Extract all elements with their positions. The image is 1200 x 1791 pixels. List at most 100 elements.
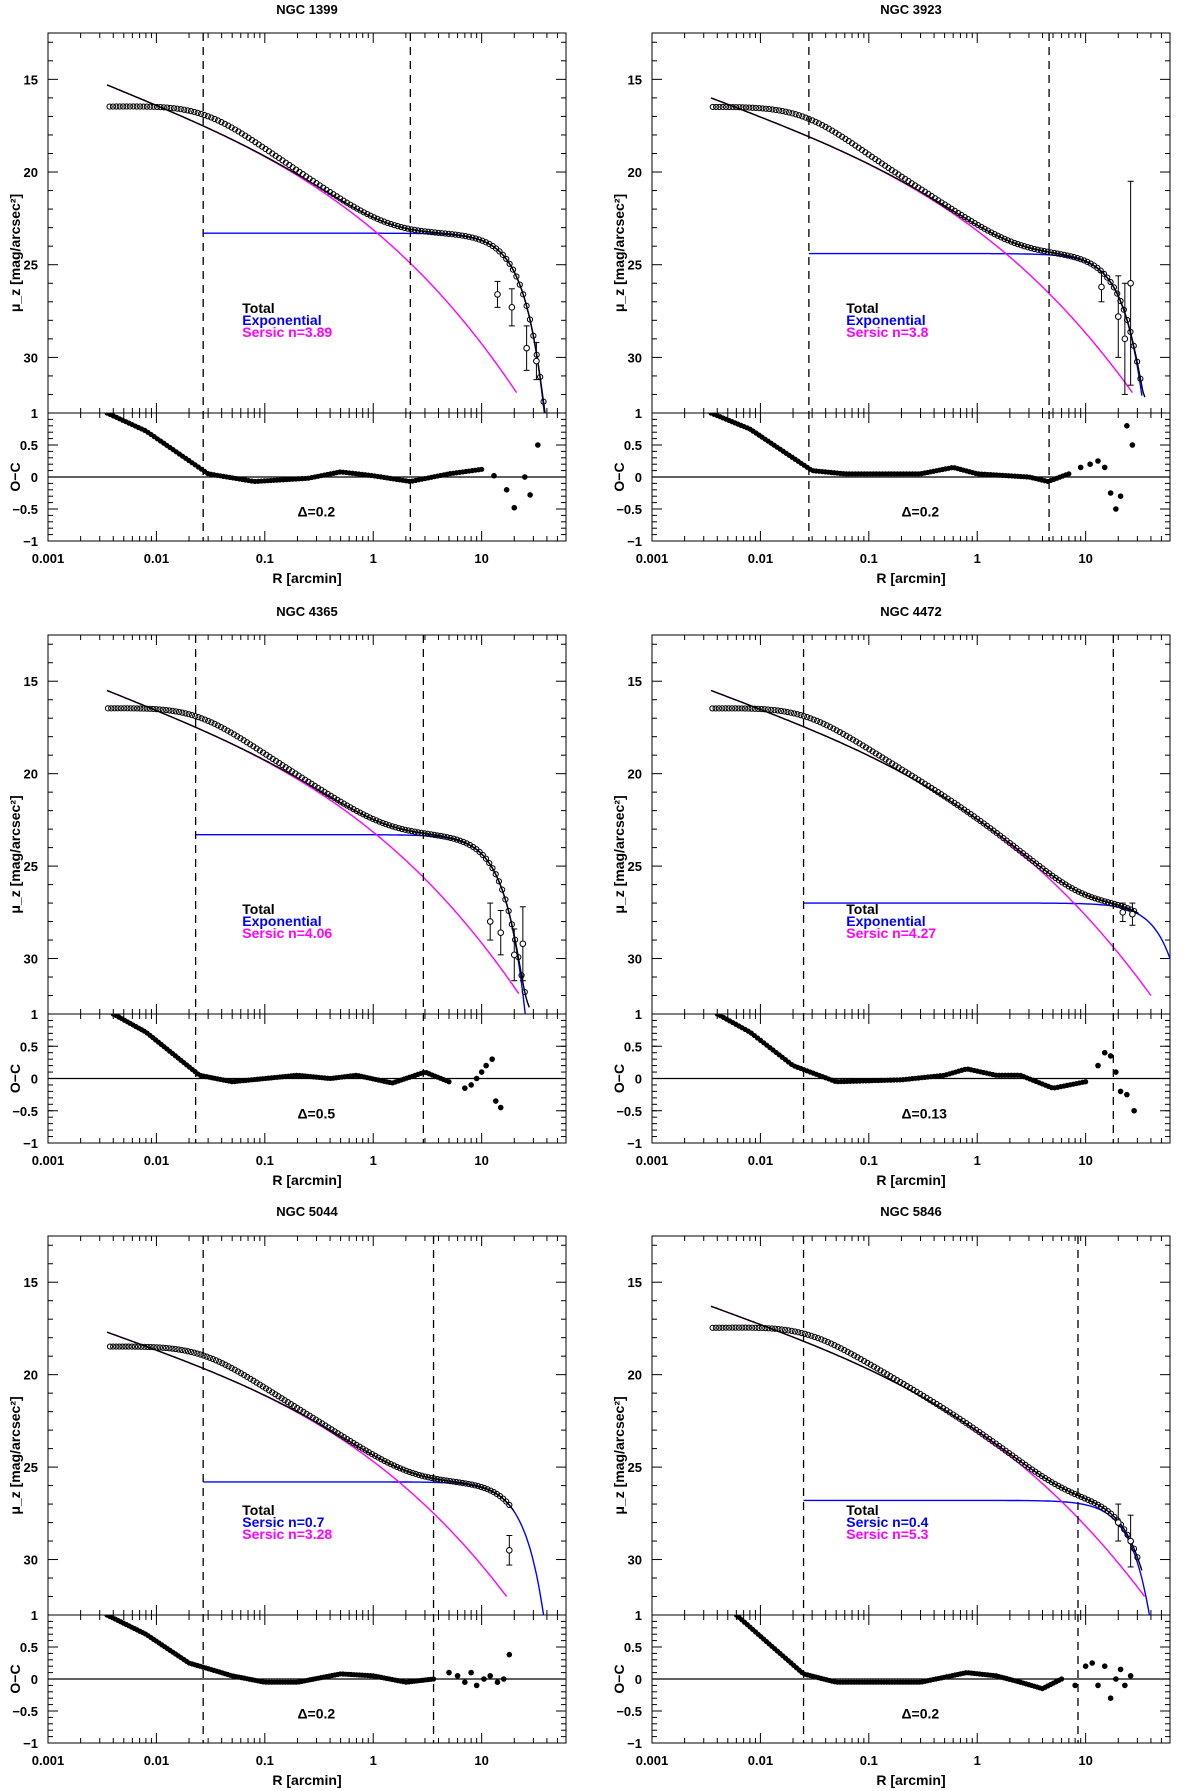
data-point: [431, 229, 439, 236]
data-point: [462, 1480, 469, 1487]
data-point: [359, 1445, 366, 1452]
data-point: [322, 1422, 329, 1429]
legend-entry: Sersic n=5.3: [846, 1526, 928, 1542]
data-point: [898, 766, 906, 773]
y-tick-label: 25: [24, 859, 38, 874]
data-point: [908, 772, 915, 779]
data-point: [404, 225, 412, 232]
data-point: [812, 118, 819, 125]
residual-point: [468, 1669, 474, 1676]
data-point: [687, 0, 692, 3]
data-point: [216, 1358, 223, 1365]
data-point: [409, 1469, 416, 1477]
data-point: [372, 1452, 379, 1459]
data-point: [800, 713, 808, 720]
data-point: [138, 1343, 145, 1350]
residuals: [652, 1014, 1170, 1114]
data-point: [227, 729, 234, 736]
data-point: [1055, 1482, 1062, 1489]
data-point: [337, 1432, 344, 1439]
data-point: [456, 1479, 463, 1486]
data-point: [83, 0, 88, 3]
x-tick-label: 0.01: [748, 1753, 773, 1768]
residual-point: [500, 1676, 507, 1682]
y-axis-label-bottom: O−C: [611, 462, 627, 491]
data-point: [810, 716, 817, 723]
y-tick-label: −1: [627, 1136, 642, 1151]
x-tick-label: 0.1: [256, 551, 274, 566]
data-point: [153, 1344, 160, 1351]
data-point: [222, 1361, 229, 1368]
y-tick-label: −1: [627, 534, 642, 549]
data-point: [817, 719, 824, 726]
y-tick-label: 0.5: [20, 1640, 38, 1655]
data-point: [438, 230, 445, 237]
data-point: [782, 108, 789, 115]
y-tick-label: −0.5: [12, 1704, 38, 1719]
data-point: [459, 232, 466, 239]
data-point: [1114, 901, 1121, 909]
y-tick-label: 30: [628, 1553, 642, 1568]
total-curve: [710, 689, 1139, 915]
data-point: [1065, 1487, 1072, 1495]
data-point: [836, 728, 843, 736]
data-point: [722, 103, 730, 111]
data-point: [971, 219, 978, 227]
data-point: [434, 832, 441, 839]
data-point: [1124, 1531, 1131, 1538]
data-point: [709, 103, 716, 111]
data-point: [684, 0, 689, 3]
data-point: [1114, 290, 1121, 297]
data-point: [508, 304, 516, 311]
legend-entry: Sersic n=3.28: [242, 1526, 332, 1542]
data-point: [1027, 245, 1035, 252]
residual-point: [1129, 442, 1136, 448]
y-tick-label: 25: [24, 258, 38, 273]
legend-entry: Total: [242, 300, 274, 316]
data-point: [766, 105, 773, 113]
data-point: [431, 1475, 438, 1482]
data-point: [130, 103, 137, 110]
data-point: [281, 1397, 288, 1404]
data-point: [506, 260, 513, 267]
residual-point: [1131, 1107, 1137, 1114]
data-points: [83, 0, 547, 405]
data-point: [198, 110, 205, 118]
data-point: [160, 104, 167, 111]
residual-delta-label: Δ=0.2: [901, 1706, 939, 1722]
data-point: [376, 818, 383, 825]
legend-entry: Sersic n=3.89: [242, 324, 332, 340]
residual-point: [446, 1079, 452, 1085]
data-point: [411, 226, 418, 233]
data-point: [518, 972, 525, 979]
data-point: [704, 0, 709, 3]
data-point: [297, 1406, 304, 1414]
data-point: [340, 800, 347, 807]
data-point: [468, 1481, 475, 1488]
data-point: [519, 940, 527, 948]
data-point: [144, 1343, 151, 1351]
data-point: [163, 1344, 170, 1352]
data-point: [360, 209, 367, 216]
y-tick-label: 0.5: [624, 438, 642, 453]
y-tick-label: 30: [628, 350, 642, 365]
data-point: [194, 1350, 201, 1357]
data-point: [499, 886, 506, 893]
data-point: [882, 756, 889, 763]
residual-point: [487, 1673, 494, 1679]
data-point: [712, 1324, 719, 1331]
data-point: [1134, 1554, 1141, 1561]
data-point: [166, 1345, 173, 1352]
data-point: [1133, 358, 1141, 365]
data-point: [343, 1435, 351, 1443]
y-tick-label: 25: [628, 859, 642, 874]
data-point: [1101, 898, 1108, 905]
data-point: [315, 1418, 323, 1425]
residual-point: [430, 1676, 437, 1682]
data-point: [729, 1324, 736, 1331]
data-point: [92, 0, 97, 3]
data-point: [356, 1443, 363, 1450]
data-point: [687, 0, 692, 3]
data-point: [1110, 284, 1117, 291]
